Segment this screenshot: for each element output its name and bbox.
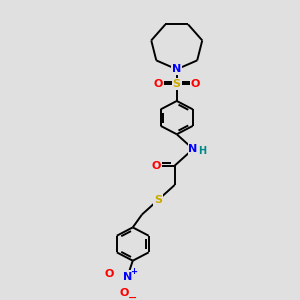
Text: N: N <box>123 272 132 282</box>
Text: S: S <box>173 79 181 89</box>
Text: H: H <box>199 146 207 156</box>
Text: S: S <box>154 195 162 205</box>
Text: N: N <box>188 144 198 154</box>
Text: N: N <box>172 64 182 74</box>
Text: O: O <box>120 288 129 298</box>
Text: +: + <box>130 267 137 276</box>
Text: O: O <box>105 269 114 279</box>
Text: O: O <box>152 161 161 171</box>
Text: O: O <box>154 79 163 89</box>
Text: O: O <box>190 79 200 89</box>
Text: −: − <box>128 292 137 300</box>
